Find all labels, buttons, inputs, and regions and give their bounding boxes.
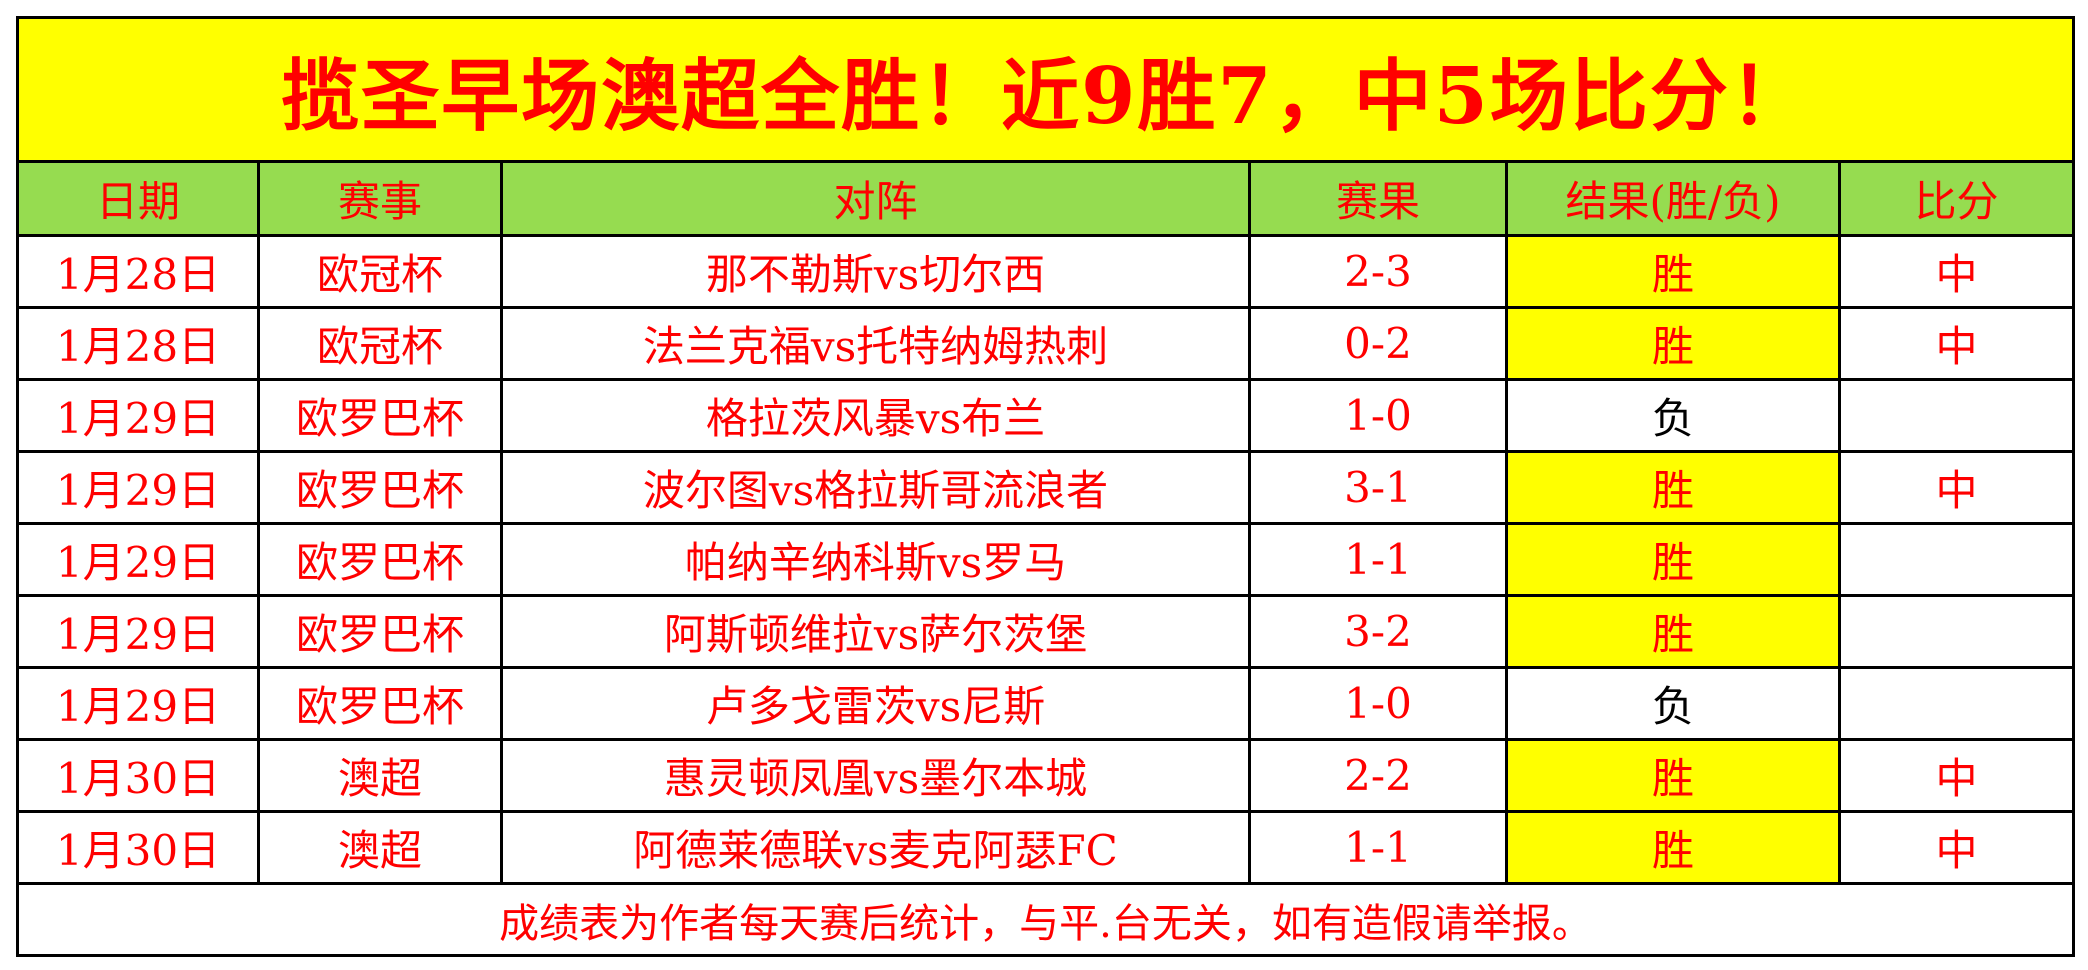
- cell-result: 负: [1505, 378, 1841, 453]
- cell-result: 胜: [1505, 450, 1841, 525]
- cell-score: 2-2: [1248, 738, 1508, 813]
- cell-result: 胜: [1505, 306, 1841, 381]
- footer-row: 成绩表为作者每天赛后统计，与平.台无关，如有造假请举报。: [15, 882, 2076, 957]
- cell-hit: [1837, 594, 2076, 669]
- header-match: 对阵: [500, 160, 1251, 237]
- cell-date: 1月29日: [16, 450, 260, 525]
- cell-match: 惠灵顿凤凰vs墨尔本城: [500, 738, 1251, 813]
- title-row: 揽圣早场澳超全胜！近9胜7，中5场比分！: [15, 16, 2076, 163]
- table-row: 1月28日 欧冠杯 法兰克福vs托特纳姆热刺 0-2 胜中: [16, 306, 2076, 381]
- cell-date: 1月29日: [16, 594, 260, 669]
- cell-hit: 中: [1837, 738, 2076, 813]
- footer-note: 成绩表为作者每天赛后统计，与平.台无关，如有造假请举报。: [15, 882, 2076, 957]
- table-row: 1月28日 欧冠杯 那不勒斯vs切尔西 2-3 胜中: [16, 234, 2076, 309]
- cell-result: 胜: [1505, 810, 1841, 885]
- table-row: 1月29日 欧罗巴杯 阿斯顿维拉vs萨尔茨堡 3-2 胜: [16, 594, 2076, 669]
- cell-hit: [1837, 666, 2076, 741]
- cell-hit: 中: [1837, 234, 2076, 309]
- cell-score: 1-0: [1248, 666, 1508, 741]
- cell-date: 1月28日: [16, 306, 260, 381]
- cell-league: 欧罗巴杯: [257, 594, 503, 669]
- header-league: 赛事: [257, 160, 503, 237]
- cell-league: 欧罗巴杯: [257, 522, 503, 597]
- cell-hit: 中: [1837, 306, 2076, 381]
- page-title: 揽圣早场澳超全胜！近9胜7，中5场比分！: [15, 16, 2076, 163]
- cell-league: 澳超: [257, 810, 503, 885]
- cell-date: 1月28日: [16, 234, 260, 309]
- table-row: 1月29日 欧罗巴杯 波尔图vs格拉斯哥流浪者 3-1 胜中: [16, 450, 2076, 525]
- cell-score: 1-1: [1248, 810, 1508, 885]
- table-row: 1月29日 欧罗巴杯 帕纳辛纳科斯vs罗马 1-1 胜: [16, 522, 2076, 597]
- cell-score: 2-3: [1248, 234, 1508, 309]
- cell-match: 阿德莱德联vs麦克阿瑟FC: [500, 810, 1251, 885]
- cell-league: 欧罗巴杯: [257, 450, 503, 525]
- header-row: 日期 赛事 对阵 赛果 结果(胜/负) 比分: [16, 160, 2076, 237]
- table-row: 1月30日 澳超 惠灵顿凤凰vs墨尔本城 2-2 胜中: [16, 738, 2076, 813]
- cell-result: 胜: [1505, 594, 1841, 669]
- cell-league: 欧冠杯: [257, 234, 503, 309]
- table-row: 1月30日 澳超 阿德莱德联vs麦克阿瑟FC 1-1 胜中: [16, 810, 2076, 885]
- table-row: 1月29日 欧罗巴杯 格拉茨风暴vs布兰 1-0 负: [16, 378, 2076, 453]
- cell-hit: [1837, 522, 2076, 597]
- cell-score: 0-2: [1248, 306, 1508, 381]
- cell-match: 那不勒斯vs切尔西: [500, 234, 1251, 309]
- cell-result: 胜: [1505, 234, 1841, 309]
- cell-match: 波尔图vs格拉斯哥流浪者: [500, 450, 1251, 525]
- cell-match: 卢多戈雷茨vs尼斯: [500, 666, 1251, 741]
- table-row: 1月29日 欧罗巴杯 卢多戈雷茨vs尼斯 1-0 负: [16, 666, 2076, 741]
- cell-match: 帕纳辛纳科斯vs罗马: [500, 522, 1251, 597]
- cell-score: 1-1: [1248, 522, 1508, 597]
- cell-result: 负: [1505, 666, 1841, 741]
- cell-hit: 中: [1837, 810, 2076, 885]
- cell-date: 1月29日: [16, 378, 260, 453]
- cell-result: 胜: [1505, 522, 1841, 597]
- cell-score: 1-0: [1248, 378, 1508, 453]
- cell-hit: [1837, 378, 2076, 453]
- results-table: 揽圣早场澳超全胜！近9胜7，中5场比分！ 日期 赛事 对阵 赛果 结果(胜/负)…: [15, 16, 2076, 957]
- header-hit: 比分: [1837, 160, 2076, 237]
- cell-match: 法兰克福vs托特纳姆热刺: [500, 306, 1251, 381]
- cell-date: 1月29日: [16, 666, 260, 741]
- cell-league: 欧冠杯: [257, 306, 503, 381]
- cell-date: 1月30日: [16, 738, 260, 813]
- cell-result: 胜: [1505, 738, 1841, 813]
- header-date: 日期: [16, 160, 260, 237]
- cell-league: 欧罗巴杯: [257, 666, 503, 741]
- cell-league: 澳超: [257, 738, 503, 813]
- cell-match: 阿斯顿维拉vs萨尔茨堡: [500, 594, 1251, 669]
- cell-league: 欧罗巴杯: [257, 378, 503, 453]
- cell-score: 3-2: [1248, 594, 1508, 669]
- cell-match: 格拉茨风暴vs布兰: [500, 378, 1251, 453]
- cell-date: 1月30日: [16, 810, 260, 885]
- cell-date: 1月29日: [16, 522, 260, 597]
- cell-hit: 中: [1837, 450, 2076, 525]
- cell-score: 3-1: [1248, 450, 1508, 525]
- header-score: 赛果: [1248, 160, 1508, 237]
- header-result: 结果(胜/负): [1505, 160, 1841, 237]
